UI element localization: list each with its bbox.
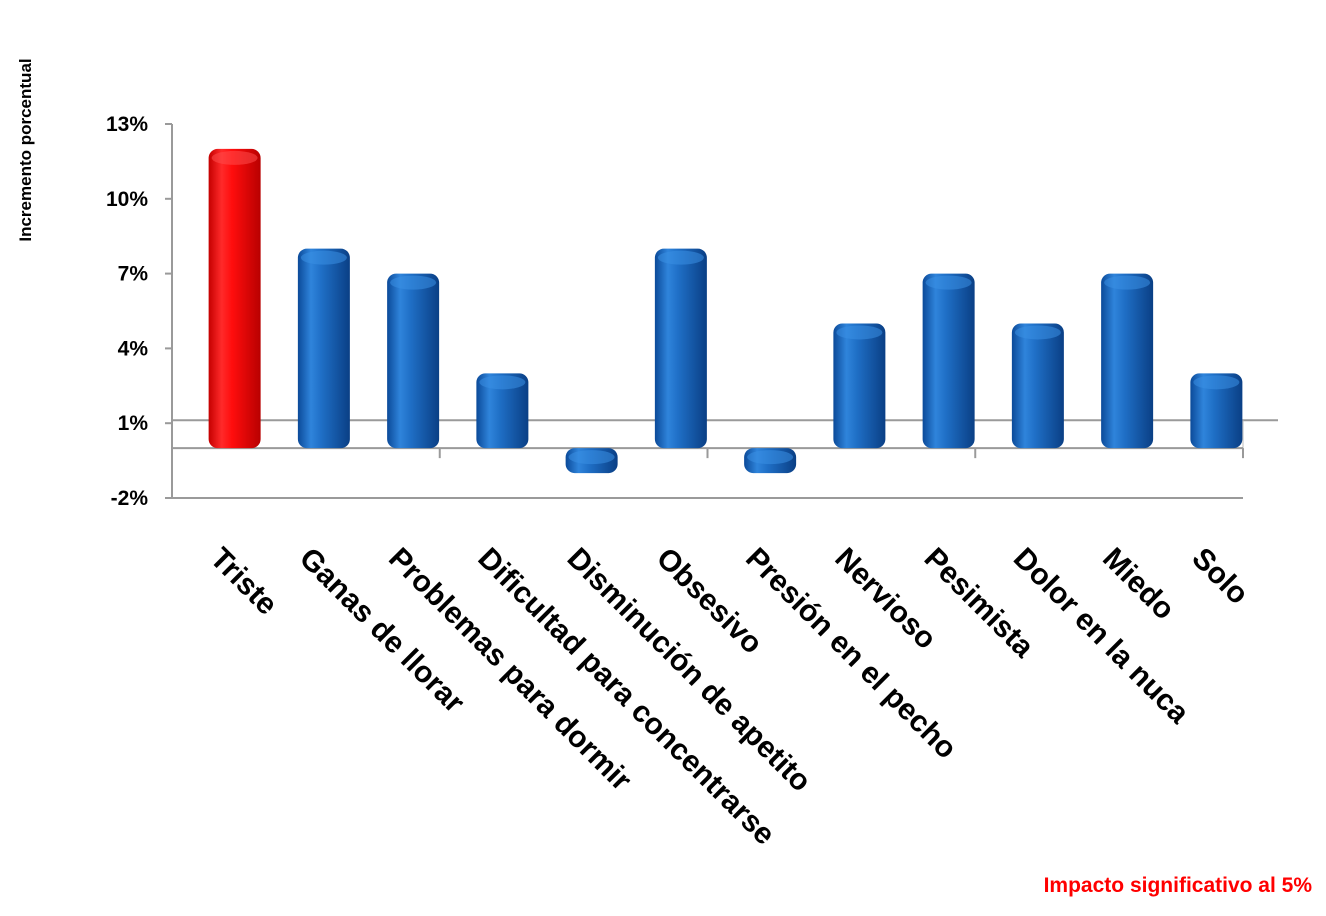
category-label: Ganas de llorar [293, 542, 471, 720]
bar [387, 273, 440, 449]
bar-cap [1193, 375, 1240, 390]
bar-cap [657, 250, 704, 265]
bar-body [1011, 323, 1064, 449]
significance-note: Impacto significativo al 5% [1043, 874, 1312, 897]
bars [208, 148, 1243, 474]
bar [744, 448, 797, 474]
bar-body [297, 248, 350, 449]
bar-cap [1014, 325, 1061, 340]
bar-cap [390, 275, 437, 290]
bar-cap [211, 150, 258, 165]
bar [1101, 273, 1154, 449]
y-tick-label: 7% [118, 263, 149, 286]
category-label: Miedo [1096, 542, 1181, 627]
bar [476, 373, 529, 449]
category-label: Solo [1185, 542, 1254, 611]
bar [565, 448, 618, 474]
bar [654, 248, 707, 449]
bar-cap [300, 250, 347, 265]
bar-cap [925, 275, 972, 290]
bar-cap [568, 450, 615, 465]
y-tick-label: 4% [118, 337, 149, 360]
bar-body [1101, 273, 1154, 449]
bar-body [208, 148, 261, 449]
bar-cap [479, 375, 526, 390]
axes: 13% 10% 7% 4% 1% -2% [106, 113, 1278, 510]
bar [1190, 373, 1243, 449]
bar-body [476, 373, 529, 449]
bar [922, 273, 975, 449]
bar-body [833, 323, 886, 449]
y-tick-label: 13% [106, 113, 148, 136]
bar-body [654, 248, 707, 449]
bar-body [1190, 373, 1243, 449]
category-label: Triste [204, 542, 284, 622]
bar [297, 248, 350, 449]
bar [1011, 323, 1064, 449]
y-tick-label: 1% [118, 412, 149, 435]
bar-cap [1104, 275, 1151, 290]
y-tick-label: 10% [106, 188, 148, 211]
y-tick-label: -2% [111, 487, 149, 510]
bar-cap [836, 325, 883, 340]
bar-cap [747, 450, 794, 465]
bar-body [387, 273, 440, 449]
bar-body [922, 273, 975, 449]
bar [833, 323, 886, 449]
bar [208, 148, 261, 449]
